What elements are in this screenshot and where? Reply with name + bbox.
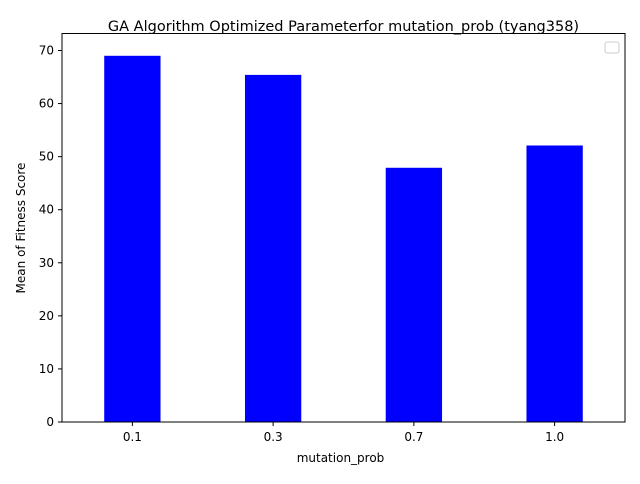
x-axis-label: mutation_prob	[297, 451, 385, 465]
y-tick-label: 20	[39, 309, 54, 323]
chart-title: GA Algorithm Optimized Parameterfor muta…	[108, 19, 579, 35]
x-tick-label: 0.1	[123, 430, 142, 444]
x-tick-label: 0.7	[404, 430, 423, 444]
y-tick-label: 10	[39, 362, 54, 376]
bar-0.7	[385, 167, 443, 422]
bar-0.3	[244, 74, 302, 423]
y-tick-label: 0	[46, 415, 54, 429]
y-tick-label: 60	[39, 97, 54, 111]
y-tick-label: 30	[39, 256, 54, 270]
y-axis: 0 10 20 30 40 50 60 70	[39, 43, 62, 429]
y-tick-label: 70	[39, 43, 54, 57]
x-axis: 0.1 0.3 0.7 1.0	[123, 422, 564, 444]
x-tick-label: 0.3	[264, 430, 283, 444]
y-tick-label: 40	[39, 203, 54, 217]
bar-0.1	[104, 55, 161, 422]
y-axis-label: Mean of Fitness Score	[14, 163, 28, 294]
x-tick-label: 1.0	[545, 430, 564, 444]
legend-box	[604, 41, 620, 54]
bars-layer	[104, 55, 583, 423]
y-tick-label: 50	[39, 150, 54, 164]
plot-frame	[61, 33, 626, 423]
bar-1.0	[526, 145, 583, 422]
